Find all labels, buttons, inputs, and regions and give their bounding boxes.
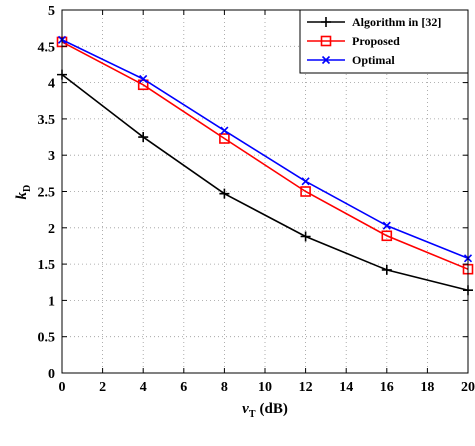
x-tick-label: 14 bbox=[339, 380, 353, 395]
y-tick-label: 5 bbox=[48, 4, 55, 19]
legend-label: Optimal bbox=[352, 53, 395, 67]
plus-marker bbox=[138, 132, 149, 143]
x-tick-label: 20 bbox=[461, 380, 475, 395]
y-tick-label: 3.5 bbox=[38, 113, 56, 128]
x-tick-label: 18 bbox=[420, 380, 434, 395]
y-tick-label: 0 bbox=[48, 367, 55, 382]
y-axis-label: kD bbox=[14, 185, 33, 200]
x-axis-label-sub: T bbox=[249, 409, 256, 420]
plus-marker bbox=[300, 231, 311, 242]
x-axis-label-unit: (dB) bbox=[260, 401, 288, 417]
y-tick-label: 4 bbox=[48, 77, 55, 92]
plus-marker bbox=[381, 264, 392, 275]
series-line bbox=[61, 73, 469, 292]
square-marker bbox=[320, 35, 332, 47]
series-layer bbox=[56, 35, 474, 296]
series-line bbox=[61, 41, 469, 270]
axis-ticks: 0 2 4 6 8 10 12 14 16 18 20 0 0.5 1 1.5 2 2.5 3 3.5 4 4.5 5 bbox=[38, 4, 475, 395]
plus-marker bbox=[321, 17, 331, 27]
legend-label: Proposed bbox=[352, 34, 400, 48]
y-tick-label: 1.5 bbox=[38, 258, 56, 273]
x-marker bbox=[382, 221, 391, 230]
square-marker bbox=[300, 186, 311, 197]
x-tick-label: 6 bbox=[180, 380, 187, 395]
x-axis-label-main: v bbox=[242, 401, 249, 417]
square-marker bbox=[219, 133, 230, 144]
y-tick-label: 2 bbox=[48, 222, 55, 237]
x-marker bbox=[301, 177, 310, 186]
x-tick-label: 4 bbox=[140, 380, 147, 395]
legend-item: Proposed bbox=[307, 34, 400, 48]
legend-item: Algorithm in [32] bbox=[307, 15, 441, 29]
x-tick-label: 10 bbox=[258, 380, 272, 395]
legend: Algorithm in [32] Proposed Optimal bbox=[299, 9, 469, 74]
square-marker bbox=[137, 79, 149, 91]
square-marker bbox=[381, 230, 393, 242]
x-marker bbox=[220, 126, 229, 135]
y-axis-label-sub: D bbox=[22, 185, 33, 192]
series-2 bbox=[56, 36, 474, 275]
x-tick-label: 12 bbox=[299, 380, 313, 395]
y-axis-label-main: k bbox=[14, 192, 30, 200]
y-tick-label: 1 bbox=[48, 294, 55, 309]
legend-label: Algorithm in [32] bbox=[352, 15, 441, 29]
y-tick-label: 4.5 bbox=[38, 40, 56, 55]
y-tick-label: 0.5 bbox=[38, 331, 56, 346]
y-tick-label: 2.5 bbox=[38, 186, 56, 201]
x-marker bbox=[139, 74, 148, 84]
x-tick-label: 16 bbox=[380, 380, 394, 395]
y-tick-label: 3 bbox=[48, 149, 55, 164]
x-tick-label: 8 bbox=[221, 380, 228, 395]
x-marker bbox=[321, 55, 331, 65]
x-tick-label: 0 bbox=[59, 380, 66, 395]
plus-marker bbox=[219, 188, 230, 199]
x-tick-label: 2 bbox=[99, 380, 106, 395]
legend-item: Optimal bbox=[307, 53, 395, 67]
x-axis-label: vT (dB) bbox=[242, 401, 288, 420]
series-line bbox=[61, 39, 469, 260]
